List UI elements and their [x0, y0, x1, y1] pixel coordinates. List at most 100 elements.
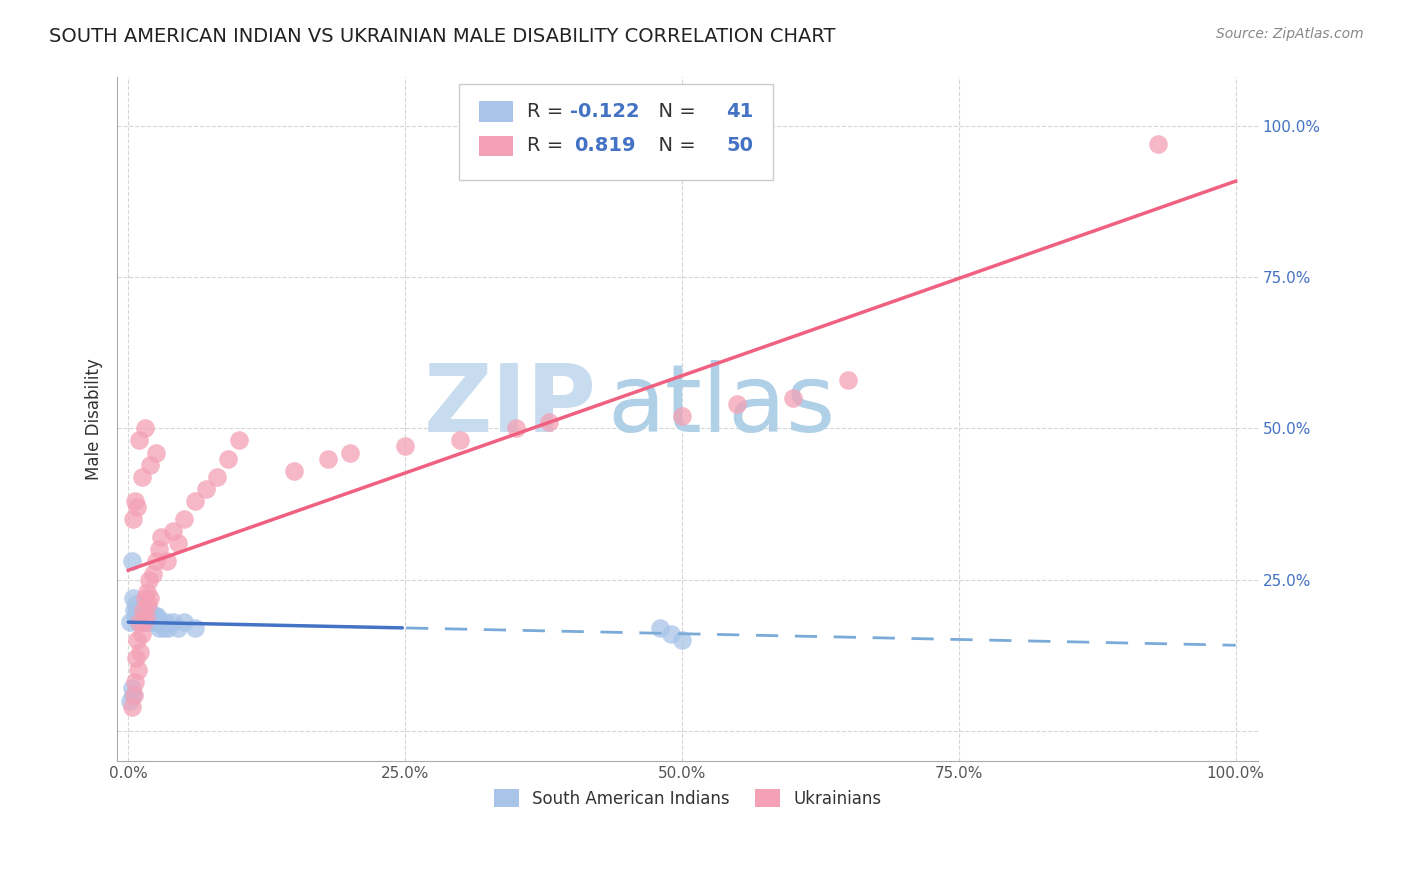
Point	[162, 615, 184, 629]
Point	[127, 633, 149, 648]
Text: ZIP: ZIP	[423, 359, 596, 451]
Point	[228, 434, 250, 448]
Point	[132, 608, 155, 623]
Point	[131, 469, 153, 483]
Point	[125, 597, 148, 611]
Point	[725, 397, 748, 411]
Text: 41: 41	[727, 102, 754, 121]
Point	[283, 464, 305, 478]
Text: -0.122: -0.122	[569, 102, 640, 121]
Point	[339, 445, 361, 459]
Point	[135, 603, 157, 617]
Point	[1147, 136, 1170, 151]
Point	[142, 608, 165, 623]
Point	[648, 621, 671, 635]
Point	[146, 615, 169, 629]
Point	[148, 621, 170, 635]
Point	[127, 663, 149, 677]
Point	[394, 440, 416, 454]
Point	[124, 608, 146, 623]
Point	[131, 615, 153, 629]
Text: SOUTH AMERICAN INDIAN VS UKRAINIAN MALE DISABILITY CORRELATION CHART: SOUTH AMERICAN INDIAN VS UKRAINIAN MALE …	[49, 27, 835, 45]
Point	[127, 615, 149, 629]
Point	[145, 554, 167, 568]
Point	[194, 482, 217, 496]
Text: N =: N =	[647, 136, 703, 155]
Point	[129, 645, 152, 659]
Legend: South American Indians, Ukrainians: South American Indians, Ukrainians	[486, 783, 887, 814]
Point	[138, 603, 160, 617]
Point	[150, 615, 173, 629]
Point	[128, 434, 150, 448]
Point	[146, 608, 169, 623]
Point	[173, 615, 195, 629]
Point	[150, 530, 173, 544]
Point	[659, 627, 682, 641]
Text: 0.819: 0.819	[575, 136, 636, 155]
Point	[156, 554, 179, 568]
Y-axis label: Male Disability: Male Disability	[86, 359, 103, 480]
Point	[125, 651, 148, 665]
Point	[121, 688, 143, 702]
Point	[155, 615, 177, 629]
Point	[538, 415, 561, 429]
Point	[120, 615, 142, 629]
Point	[121, 681, 143, 696]
Point	[145, 615, 167, 629]
Point	[142, 566, 165, 581]
Point	[124, 675, 146, 690]
Point	[131, 627, 153, 641]
Point	[139, 591, 162, 605]
Point	[152, 621, 174, 635]
Point	[120, 693, 142, 707]
Point	[205, 469, 228, 483]
Point	[136, 584, 159, 599]
Point	[157, 621, 180, 635]
Text: R =: R =	[527, 102, 569, 121]
Point	[143, 608, 166, 623]
Text: Source: ZipAtlas.com: Source: ZipAtlas.com	[1216, 27, 1364, 41]
Point	[122, 603, 145, 617]
Text: 50: 50	[727, 136, 754, 155]
Point	[183, 494, 205, 508]
Point	[450, 434, 472, 448]
Point	[316, 451, 339, 466]
Point	[138, 573, 160, 587]
FancyBboxPatch shape	[460, 84, 773, 180]
Point	[127, 500, 149, 514]
Point	[121, 554, 143, 568]
Point	[129, 608, 152, 623]
Text: R =: R =	[527, 136, 575, 155]
FancyBboxPatch shape	[479, 102, 513, 122]
Text: N =: N =	[647, 102, 703, 121]
Point	[132, 615, 155, 629]
Point	[671, 633, 693, 648]
Point	[183, 621, 205, 635]
Point	[128, 603, 150, 617]
Point	[505, 421, 527, 435]
Point	[145, 445, 167, 459]
Point	[135, 608, 157, 623]
Point	[782, 391, 804, 405]
Point	[671, 409, 693, 424]
FancyBboxPatch shape	[479, 136, 513, 156]
Point	[131, 603, 153, 617]
Point	[136, 597, 159, 611]
Point	[124, 494, 146, 508]
Point	[162, 524, 184, 538]
Point	[134, 615, 156, 629]
Point	[128, 615, 150, 629]
Point	[139, 458, 162, 472]
Point	[122, 688, 145, 702]
Point	[217, 451, 239, 466]
Point	[173, 512, 195, 526]
Point	[127, 603, 149, 617]
Point	[148, 542, 170, 557]
Point	[134, 591, 156, 605]
Point	[136, 608, 159, 623]
Point	[167, 536, 190, 550]
Text: atlas: atlas	[607, 359, 837, 451]
Point	[167, 621, 190, 635]
Point	[121, 699, 143, 714]
Point	[131, 603, 153, 617]
